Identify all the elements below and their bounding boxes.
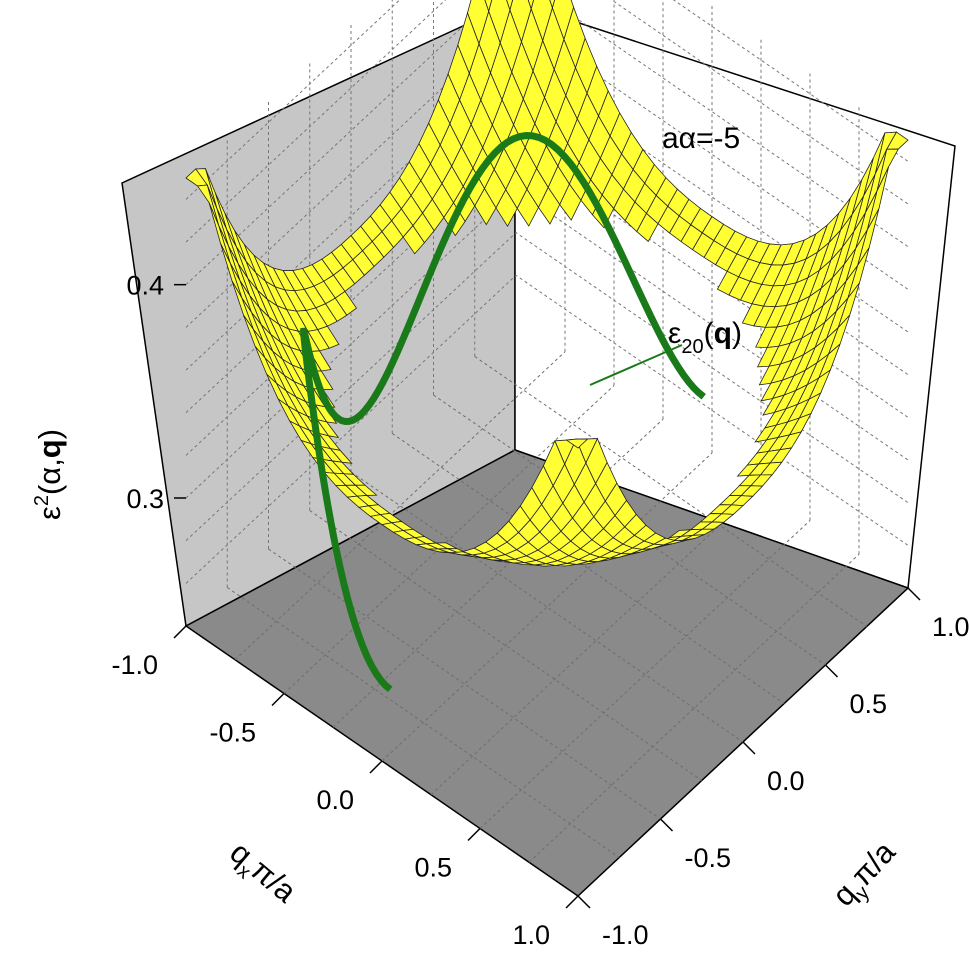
surface-cell bbox=[527, 0, 535, 11]
x-tick bbox=[173, 625, 187, 639]
surface-cell bbox=[402, 225, 425, 255]
y-tick-label: 1.0 bbox=[932, 612, 969, 642]
x-tick bbox=[271, 692, 285, 707]
y-tick bbox=[659, 818, 674, 832]
surface-cell bbox=[565, 438, 589, 449]
svg-text:qxπ/a: qxπ/a bbox=[220, 835, 304, 915]
curve-label-symbol: ε bbox=[668, 317, 681, 350]
z-tick-label: 0.3 bbox=[126, 484, 164, 514]
curve-label-subscript: 20 bbox=[681, 336, 703, 358]
curve-label-close: ) bbox=[732, 317, 742, 350]
curve-label: ε20(q) bbox=[589, 317, 742, 386]
z-label-open: (α, bbox=[32, 458, 67, 495]
floor-gridline bbox=[309, 510, 703, 781]
z-label-sup: 2 bbox=[31, 495, 53, 506]
x-tick-label: 0.5 bbox=[414, 853, 452, 883]
curve-label-open: ( bbox=[704, 317, 714, 350]
svg-text:ε20(q): ε20(q) bbox=[668, 317, 742, 358]
y-tick-label: 0.5 bbox=[850, 689, 888, 719]
x-tick-label: -0.5 bbox=[209, 718, 256, 748]
eps20-curve bbox=[300, 132, 706, 692]
wall-gridline-h bbox=[185, 0, 909, 200]
parameter-annotation: aα=-5 bbox=[662, 122, 740, 155]
wall-gridline-h bbox=[185, 0, 909, 243]
z-label-symbol: ε bbox=[32, 506, 67, 520]
floor-gridline bbox=[350, 471, 744, 743]
x-tick-label: 0.0 bbox=[316, 785, 354, 815]
floor-gridline bbox=[474, 356, 868, 627]
floor-gridline bbox=[226, 587, 620, 858]
floor-gridline bbox=[391, 433, 785, 704]
axes: 0.3 0.4 -1.0 -0.5 0.0 0.5 1.0 -1.0 -0.5 0.0 0.5 1.0 bbox=[111, 271, 969, 950]
wall-gridline-h bbox=[185, 0, 909, 286]
y-tick bbox=[742, 741, 756, 755]
y-tick bbox=[577, 895, 591, 909]
surface-cell bbox=[506, 0, 514, 12]
x-tick bbox=[565, 895, 579, 909]
curve-label-leader bbox=[589, 344, 683, 386]
y-tick-label: 0.0 bbox=[767, 766, 805, 796]
surface-cell bbox=[495, 188, 518, 227]
x-tick-label: -1.0 bbox=[111, 650, 158, 680]
x-tick-label: 1.0 bbox=[512, 920, 550, 950]
z-label-q: q bbox=[32, 439, 67, 458]
y-tick bbox=[824, 664, 839, 678]
floor-gridline bbox=[268, 548, 661, 820]
y-tick-label: -1.0 bbox=[602, 920, 649, 950]
x-label-rest: π/a bbox=[244, 852, 303, 910]
curve-label-q: q bbox=[714, 317, 732, 350]
y-tick-label: -0.5 bbox=[685, 843, 732, 873]
x-tick bbox=[369, 760, 383, 774]
svg-text:ε2(α,q): ε2(α,q) bbox=[31, 429, 67, 520]
x-tick bbox=[467, 827, 481, 842]
z-label-close: ) bbox=[32, 429, 67, 439]
y-tick bbox=[907, 587, 921, 601]
floor-gridline bbox=[433, 394, 826, 666]
svg-text:qyπ/a: qyπ/a bbox=[826, 834, 907, 917]
y-label-rest: π/a bbox=[844, 834, 902, 893]
eps20-curve-front bbox=[300, 132, 706, 692]
z-tick-label: 0.4 bbox=[126, 271, 164, 301]
surface-cell bbox=[549, 0, 556, 10]
